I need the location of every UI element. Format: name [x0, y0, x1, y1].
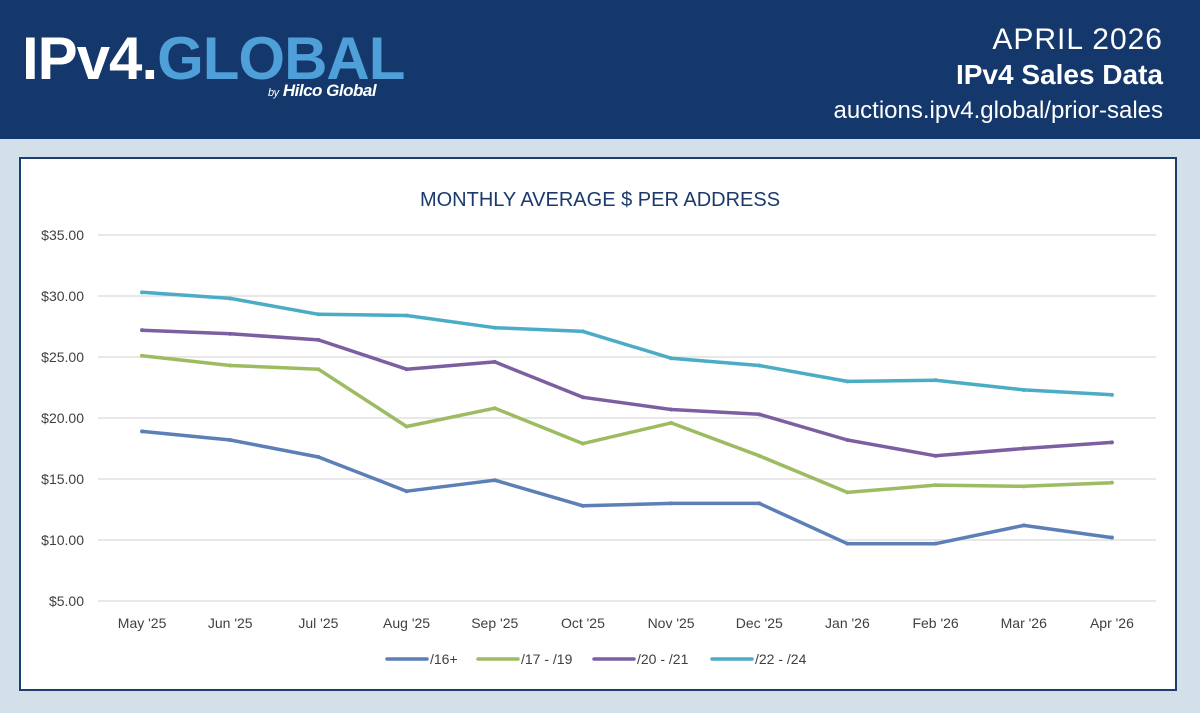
- data-point: [669, 407, 674, 412]
- data-point: [404, 489, 409, 494]
- data-point: [140, 290, 145, 295]
- legend-label: /17 - /19: [521, 651, 573, 667]
- data-point: [404, 313, 409, 318]
- chart-title: MONTHLY AVERAGE $ PER ADDRESS: [420, 189, 780, 211]
- series-line-1: [140, 429, 1114, 546]
- x-tick-label: Jan '26: [825, 615, 870, 631]
- data-point: [845, 437, 850, 442]
- y-tick-label: $15.00: [41, 471, 84, 487]
- x-tick-label: Apr '26: [1090, 615, 1134, 631]
- data-point: [757, 363, 762, 368]
- data-point: [845, 541, 850, 546]
- ipv4-global-logo[interactable]: IPv4.GLOBAL: [22, 25, 405, 92]
- data-point: [140, 328, 145, 333]
- data-point: [492, 478, 497, 483]
- x-tick-label: Jul '25: [298, 615, 338, 631]
- data-point: [580, 441, 585, 446]
- report-date: APRIL 2026: [992, 23, 1163, 56]
- legend-label: /22 - /24: [755, 651, 807, 667]
- data-point: [492, 359, 497, 364]
- data-point: [933, 378, 938, 383]
- data-point: [580, 503, 585, 508]
- chart-panel: [19, 157, 1177, 691]
- data-point: [933, 453, 938, 458]
- data-point: [669, 420, 674, 425]
- data-point: [845, 490, 850, 495]
- series-line-4: [140, 290, 1114, 397]
- data-point: [228, 437, 233, 442]
- x-tick-label: May '25: [118, 615, 167, 631]
- data-point: [140, 353, 145, 358]
- data-point: [316, 337, 321, 342]
- y-tick-label: $5.00: [49, 593, 84, 609]
- x-tick-label: Sep '25: [471, 615, 518, 631]
- report-title: IPv4 Sales Data: [955, 59, 1163, 90]
- data-point: [933, 541, 938, 546]
- data-point: [140, 429, 145, 434]
- data-point: [404, 367, 409, 372]
- data-point: [492, 325, 497, 330]
- series-line-2: [140, 354, 1114, 495]
- data-point: [757, 501, 762, 506]
- data-point: [228, 363, 233, 368]
- logo-byline: by Hilco Global: [268, 81, 377, 100]
- data-point: [316, 455, 321, 460]
- data-point: [580, 329, 585, 334]
- x-tick-label: Oct '25: [561, 615, 605, 631]
- data-point: [1021, 446, 1026, 451]
- x-tick-label: Aug '25: [383, 615, 430, 631]
- y-tick-label: $20.00: [41, 410, 84, 426]
- legend-label: /20 - /21: [637, 651, 689, 667]
- y-tick-label: $25.00: [41, 349, 84, 365]
- data-point: [933, 483, 938, 488]
- data-point: [316, 312, 321, 317]
- data-point: [1021, 484, 1026, 489]
- data-point: [228, 331, 233, 336]
- data-point: [1109, 392, 1114, 397]
- y-tick-label: $35.00: [41, 227, 84, 243]
- data-point: [1109, 440, 1114, 445]
- data-point: [316, 367, 321, 372]
- data-point: [580, 395, 585, 400]
- data-point: [492, 406, 497, 411]
- data-point: [1109, 480, 1114, 485]
- data-point: [404, 424, 409, 429]
- data-point: [757, 412, 762, 417]
- header-banner: IPv4.GLOBAL by Hilco Global APRIL 2026 I…: [0, 0, 1200, 139]
- x-tick-label: Jun '25: [208, 615, 253, 631]
- x-tick-label: Dec '25: [736, 615, 783, 631]
- y-tick-label: $10.00: [41, 532, 84, 548]
- x-tick-label: Mar '26: [1001, 615, 1047, 631]
- data-point: [1021, 387, 1026, 392]
- data-point: [669, 356, 674, 361]
- y-tick-label: $30.00: [41, 288, 84, 304]
- series-line-3: [140, 328, 1114, 458]
- legend-label: /16+: [430, 651, 458, 667]
- data-point: [669, 501, 674, 506]
- data-point: [228, 296, 233, 301]
- x-tick-label: Feb '26: [912, 615, 958, 631]
- data-point: [1021, 523, 1026, 528]
- data-point: [1109, 535, 1114, 540]
- data-point: [757, 453, 762, 458]
- x-tick-label: Nov '25: [648, 615, 695, 631]
- header-info: APRIL 2026 IPv4 Sales Data auctions.ipv4…: [833, 22, 1163, 128]
- data-point: [845, 379, 850, 384]
- source-url[interactable]: auctions.ipv4.global/prior-sales: [833, 97, 1163, 124]
